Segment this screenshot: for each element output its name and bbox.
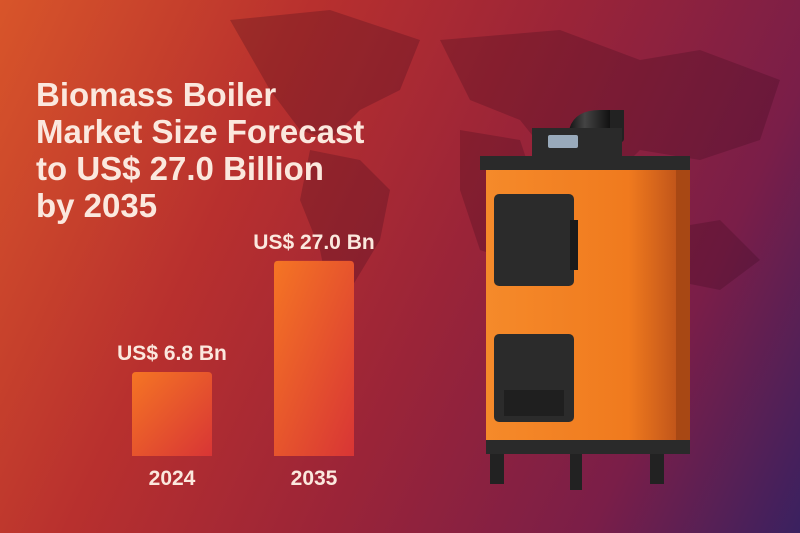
upper-door bbox=[494, 194, 574, 286]
headline-line-1: Biomass Boiler bbox=[36, 76, 277, 113]
headline: Biomass Boiler Market Size Forecast to U… bbox=[36, 76, 364, 224]
bar-2035 bbox=[274, 260, 354, 456]
control-display bbox=[548, 135, 578, 148]
category-label: 2024 bbox=[149, 467, 196, 490]
biomass-boiler-illustration bbox=[480, 110, 690, 490]
bar-2024 bbox=[132, 372, 212, 456]
headline-line-4: by 2035 bbox=[36, 187, 158, 224]
headline-line-2: Market Size Forecast bbox=[36, 113, 365, 150]
headline-line-3: to US$ 27.0 Billion bbox=[36, 150, 324, 187]
data-label: US$ 27.0 Bn bbox=[253, 231, 374, 254]
category-label: 2035 bbox=[291, 467, 338, 490]
data-label: US$ 6.8 Bn bbox=[117, 342, 227, 365]
